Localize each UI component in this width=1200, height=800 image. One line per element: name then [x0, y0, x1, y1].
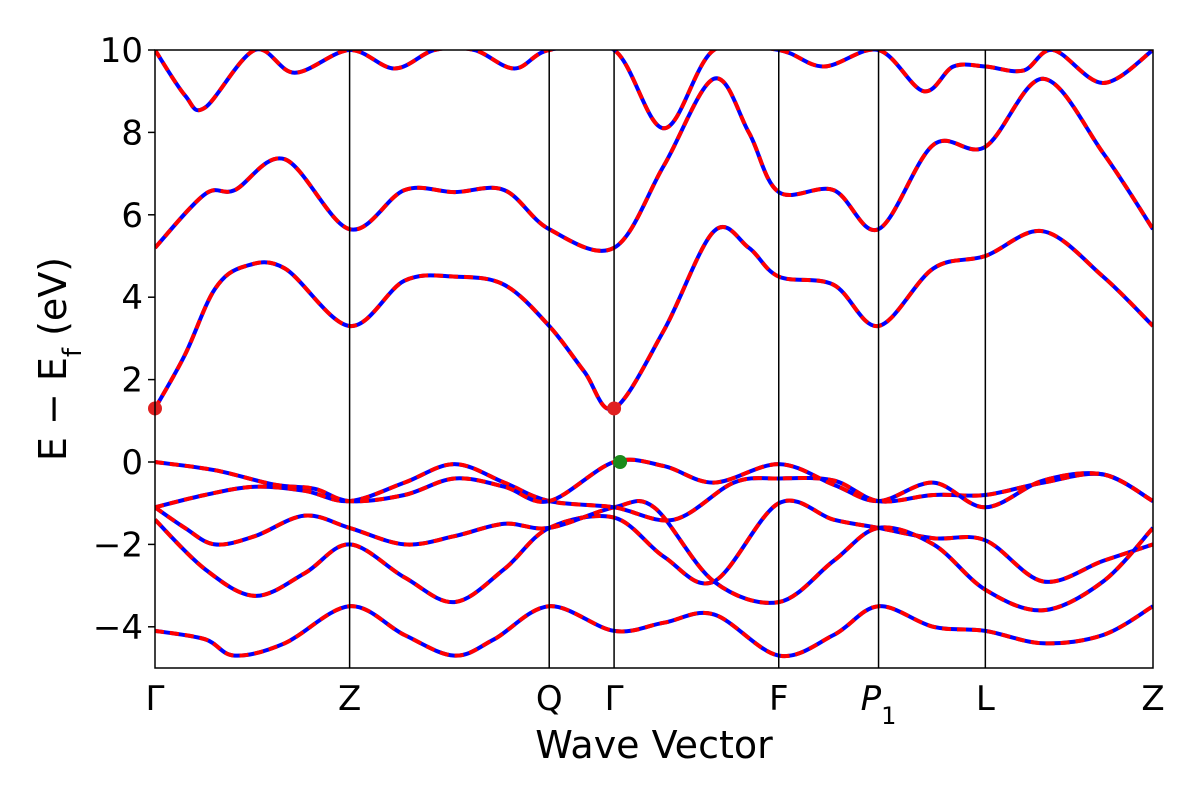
x-tick-label: F	[769, 679, 789, 719]
y-axis-label-unit: (eV)	[31, 257, 75, 348]
band-line-4-dashed	[155, 462, 1153, 523]
x-tick-label: Γ	[605, 679, 624, 719]
x-tick-label: Q	[536, 679, 563, 719]
x-ticks: Γ Z Q Γ F P1 L Z	[146, 679, 1165, 730]
x-tick-label: Z	[1141, 679, 1164, 719]
extremum-marker	[613, 455, 628, 469]
band-line-7-dashed	[155, 76, 1153, 253]
x-tick-label: P1	[861, 679, 897, 730]
band-line-1-dashed	[155, 604, 1153, 659]
y-tick-label: 4	[121, 278, 143, 318]
band-line-5-dashed	[155, 457, 1153, 510]
band-line-8	[155, 50, 1153, 131]
extremum-marker	[607, 401, 622, 416]
band-line-2-dashed	[155, 498, 1153, 605]
y-tick-label: −2	[93, 525, 143, 565]
y-tick-label: 0	[121, 443, 143, 483]
y-tick-label: 2	[121, 361, 143, 401]
band-line-5	[155, 457, 1153, 510]
y-tick-label: 10	[100, 31, 143, 71]
y-ticks: −4 −2 0 2 4 6 8 10	[93, 31, 155, 648]
x-tick-label: Z	[338, 679, 361, 719]
x-tick-label: Γ	[146, 679, 165, 719]
y-tick-label: −4	[93, 608, 143, 648]
band-line-3-dashed	[155, 499, 1153, 613]
markers-layer	[148, 401, 628, 469]
x-tick-label: L	[976, 679, 995, 719]
kpoint-lines	[348, 50, 987, 668]
y-axis-label-main: E − E	[31, 357, 75, 461]
band-line-6-dashed	[155, 225, 1153, 412]
y-tick-label: 6	[121, 196, 143, 236]
band-line-1	[155, 604, 1153, 659]
y-axis-label-sub: f	[58, 347, 88, 357]
y-axis-label: E − Ef (eV)	[31, 257, 88, 461]
band-line-7	[155, 76, 1153, 253]
plot-frame	[154, 49, 1154, 669]
band-line-6	[155, 225, 1153, 412]
band-line-8-dashed	[155, 50, 1153, 131]
bands-layer	[155, 50, 1153, 659]
x-axis-label: Wave Vector	[535, 723, 773, 767]
y-tick-label: 8	[121, 113, 143, 153]
